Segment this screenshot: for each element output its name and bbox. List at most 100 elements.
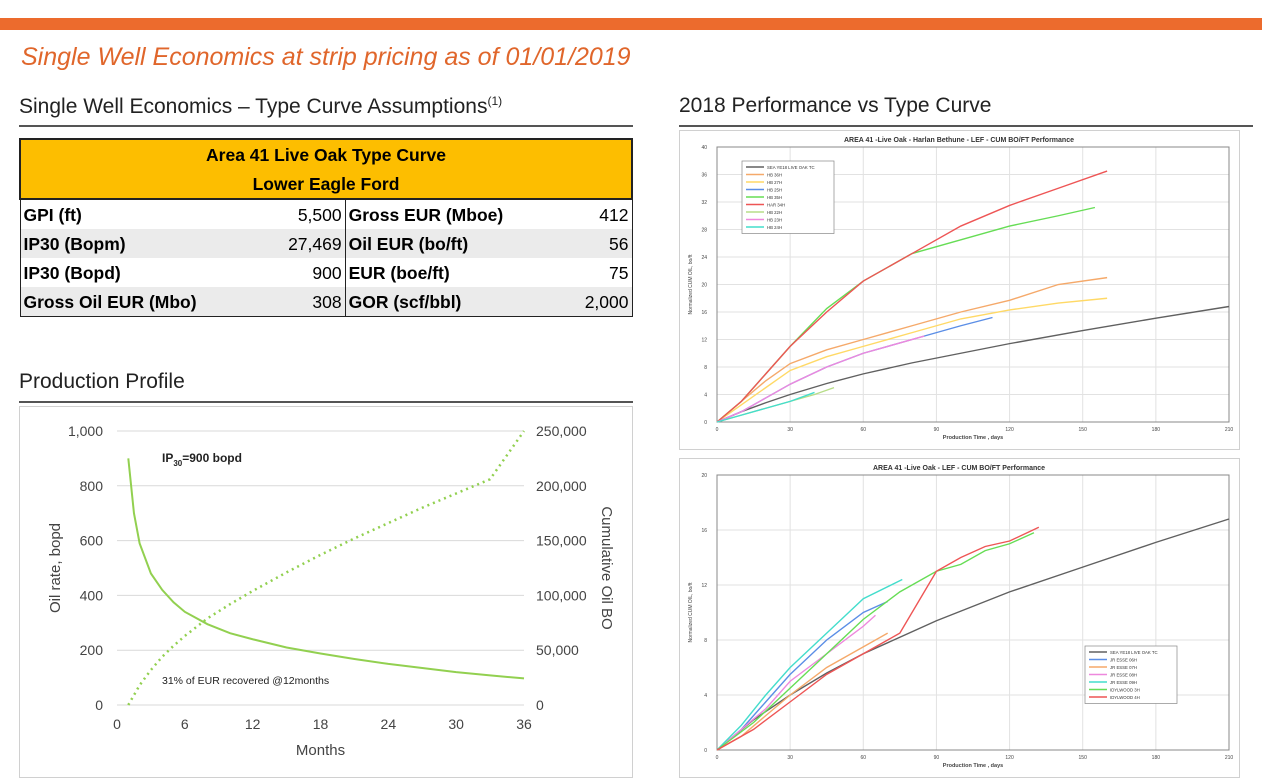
ip30-annotation: IP30=900 bopd: [162, 451, 242, 468]
production-profile-title: Production Profile: [19, 370, 185, 393]
row-label: IP30 (Bopm): [19, 229, 264, 258]
x-tick-label: 180: [1152, 755, 1161, 761]
x-axis-label: Production Time , days: [943, 435, 1003, 441]
y-axis-label: Normalized CUM OIL, bo/ft: [688, 254, 694, 315]
row-value: 2,000: [563, 287, 633, 317]
performance-title: 2018 Performance vs Type Curve: [679, 94, 992, 117]
y-tick-label: 1,000: [68, 423, 103, 439]
x-tick-label: 12: [245, 716, 261, 732]
legend-label: JR ESSE 06H: [1110, 657, 1137, 662]
series-line: [716, 316, 993, 423]
y-tick-label: 40: [701, 145, 707, 151]
production-profile-chart-frame: 0 200 400 600 800 1,000 0 50,000 100,000 150,000 2…: [19, 406, 633, 778]
table-row: IP30 (Bopd) 900 EUR (boe/ft) 75: [19, 258, 633, 287]
series-line: [716, 632, 889, 751]
y-tick-label: 400: [80, 587, 104, 603]
series-line: [716, 532, 1035, 751]
x-tick-label: 30: [448, 716, 464, 732]
chart-title: AREA 41 -Live Oak - LEF - CUM BO/FT Perf…: [873, 465, 1045, 472]
row-label: GPI (ft): [19, 199, 264, 229]
row-value: 56: [563, 229, 633, 258]
series-line: [716, 170, 1108, 423]
series-line: [716, 526, 1040, 751]
ip30-annotation-text: =900 bopd: [182, 451, 242, 465]
series-line: [716, 518, 1230, 751]
eur-annotation: 31% of EUR recovered @12months: [162, 675, 329, 687]
plot-area: [716, 474, 1230, 751]
y-tick-label: 200: [80, 642, 104, 658]
y2-tick-label: 250,000: [536, 423, 587, 439]
y-tick-label: 16: [701, 528, 707, 534]
legend-label: IDYLWOOD 3H: [1110, 687, 1140, 692]
y2-tick-label: 100,000: [536, 587, 587, 603]
table-header-line1: Area 41 Live Oak Type Curve: [19, 138, 633, 169]
y-tick-label: 12: [701, 338, 707, 344]
y-tick-label: 600: [80, 533, 104, 549]
y-tick-label: 20: [701, 473, 707, 479]
series-line: [716, 614, 876, 751]
y-tick-label: 12: [701, 583, 707, 589]
y-tick-label: 4: [704, 693, 707, 699]
row-value: 900: [263, 258, 346, 287]
x-tick-label: 24: [381, 716, 397, 732]
y-axis-label: Oil rate, bopd: [47, 523, 64, 613]
legend-label: HB 27H: [767, 180, 782, 185]
header-accent-bar: [0, 18, 1262, 30]
legend-label: HB 23H: [767, 217, 782, 222]
series-line: [716, 391, 815, 423]
legend-label: HB 25H: [767, 187, 782, 192]
row-value: 412: [563, 199, 633, 229]
x-axis-label: Production Time , days: [943, 763, 1003, 769]
legend-label: JR ESSE 08H: [1110, 672, 1137, 677]
x-tick-label: 90: [934, 427, 940, 433]
row-label: Oil EUR (bo/ft): [345, 229, 564, 258]
table-row: IP30 (Bopm) 27,469 Oil EUR (bo/ft) 56: [19, 229, 633, 258]
legend-label: HB 35H: [767, 195, 782, 200]
legend-label: JR ESSE 09H: [1110, 680, 1137, 685]
table-row: GPI (ft) 5,500 Gross EUR (Mboe) 412: [19, 199, 633, 229]
legend-label: HB 36H: [767, 172, 782, 177]
perf-chart-bottom: AREA 41 -Live Oak - LEF - CUM BO/FT Perf…: [688, 465, 1233, 769]
y-tick-label: 800: [80, 478, 104, 494]
y2-axis-label: Cumulative Oil BO: [598, 506, 615, 629]
legend-label: JR ESSE 07H: [1110, 665, 1137, 670]
row-label: IP30 (Bopd): [19, 258, 264, 287]
x-tick-label: 0: [113, 716, 121, 732]
legend-label: HAR 34H: [767, 202, 785, 207]
series-line: [716, 297, 1108, 423]
x-tick-label: 90: [934, 755, 940, 761]
series-line: [716, 276, 1108, 423]
x-tick-label: 210: [1225, 427, 1234, 433]
x-axis-label: Months: [296, 742, 345, 759]
row-label: EUR (boe/ft): [348, 262, 450, 283]
x-tick-label: 36: [516, 716, 532, 732]
assumptions-footnote: (1): [487, 94, 503, 108]
ip30-annotation-text: IP: [162, 451, 173, 465]
legend-label: HB 24H: [767, 225, 782, 230]
y-tick-label: 20: [701, 283, 707, 289]
y-tick-label: 4: [704, 393, 707, 399]
table-row: Gross Oil EUR (Mbo) 308 GOR (scf/bbl) 2,…: [19, 287, 633, 317]
type-curve-table: Area 41 Live Oak Type Curve Lower Eagle …: [19, 138, 633, 317]
ip30-annotation-sub: 30: [173, 459, 182, 468]
series-line: [716, 335, 925, 423]
legend-label: SEA YE18 LIVE OAK TC: [767, 165, 815, 170]
x-tick-label: 0: [716, 755, 719, 761]
assumptions-rule: [19, 125, 633, 127]
y2-tick-label: 150,000: [536, 533, 587, 549]
row-label: Gross EUR (Mboe): [348, 204, 504, 225]
assumptions-title-text: Single Well Economics – Type Curve Assum…: [19, 95, 488, 118]
plot-area: [716, 146, 1230, 423]
y-tick-label: 0: [95, 697, 103, 713]
series-line: [716, 206, 1096, 423]
y-tick-label: 28: [701, 228, 707, 234]
legend-label: HB 22H: [767, 210, 782, 215]
x-tick-label: 180: [1152, 427, 1161, 433]
cumulative-oil-line: [127, 430, 526, 706]
y-tick-label: 0: [704, 748, 707, 754]
page-title: Single Well Economics at strip pricing a…: [21, 43, 631, 71]
row-value: 5,500: [263, 199, 346, 229]
y-axis-label: Normalized CUM OIL, bo/ft: [688, 582, 694, 643]
x-tick-label: 30: [787, 427, 793, 433]
x-tick-label: 6: [181, 716, 189, 732]
